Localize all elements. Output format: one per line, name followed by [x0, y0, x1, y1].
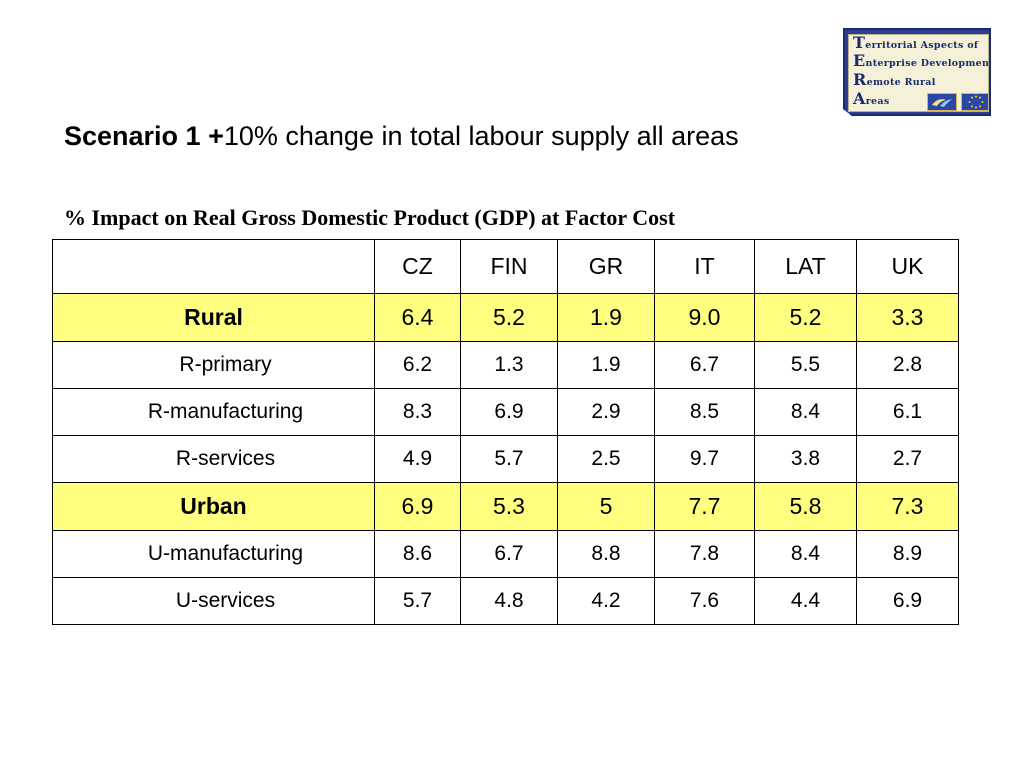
table-cell: 5.7: [374, 577, 461, 625]
table-row-u-manufacturing: U-manufacturing 8.6 6.7 8.8 7.8 8.4 8.9: [52, 530, 959, 578]
table-cell: 3.3: [856, 293, 959, 342]
table-cell: 5.3: [460, 482, 558, 531]
table-cell: 2.8: [856, 341, 959, 389]
table-cell: 7.7: [654, 482, 755, 531]
table-cell: 5.2: [754, 293, 857, 342]
table-cell: 6.9: [374, 482, 461, 531]
logo-line-2: Enterprise Development in: [853, 51, 989, 70]
table-cell: 1.9: [557, 341, 655, 389]
table-cell: 6.1: [856, 388, 959, 436]
logo-panel: Territorial Aspects of Enterprise Develo…: [848, 34, 989, 112]
table-row-r-primary: R-primary 6.2 1.3 1.9 6.7 5.5 2.8: [52, 341, 959, 389]
table-cell: 8.3: [374, 388, 461, 436]
table-cell: 4.8: [460, 577, 558, 625]
table-cell: 5.7: [460, 435, 558, 483]
table-caption: % Impact on Real Gross Domestic Product …: [64, 205, 676, 230]
table-cell: 4.9: [374, 435, 461, 483]
title-bold: Scenario 1 +: [64, 121, 224, 151]
table-cell: 3.8: [754, 435, 857, 483]
column-header: UK: [856, 239, 959, 294]
table-row-r-manufacturing: R-manufacturing 8.3 6.9 2.9 8.5 8.4 6.1: [52, 388, 959, 436]
row-label: R-primary: [52, 341, 375, 389]
corner-cell: [52, 239, 375, 294]
table-cell: 5.5: [754, 341, 857, 389]
table-row-u-services: U-services 5.7 4.8 4.2 7.6 4.4 6.9: [52, 577, 959, 625]
table-row-rural: Rural 6.4 5.2 1.9 9.0 5.2 3.3: [52, 293, 959, 342]
table-cell: 6.7: [654, 341, 755, 389]
table-cell: 4.2: [557, 577, 655, 625]
title-rest: 10% change in total labour supply all ar…: [223, 121, 739, 151]
logo-line-1: Territorial Aspects of: [853, 34, 979, 52]
table-cell: 5.2: [460, 293, 558, 342]
table-cell: 8.5: [654, 388, 755, 436]
table-cell: 4.4: [754, 577, 857, 625]
table-cell: 2.9: [557, 388, 655, 436]
table-cell: 8.4: [754, 388, 857, 436]
row-label: U-manufacturing: [52, 530, 375, 578]
table-row-urban: Urban 6.9 5.3 5 7.7 5.8 7.3: [52, 482, 959, 531]
table-cell: 2.5: [557, 435, 655, 483]
table-cell: 8.6: [374, 530, 461, 578]
table-cell: 6.9: [460, 388, 558, 436]
column-header: CZ: [374, 239, 461, 294]
table-cell: 8.9: [856, 530, 959, 578]
table-header-row: CZ FIN GR IT LAT UK: [52, 239, 959, 294]
row-label: Rural: [52, 293, 375, 342]
table-cell: 8.4: [754, 530, 857, 578]
table-cell: 1.3: [460, 341, 558, 389]
table-cell: 8.8: [557, 530, 655, 578]
programme-emblem-icon: [927, 93, 957, 111]
column-header: GR: [557, 239, 655, 294]
logo-line-3: Remote Rural: [853, 70, 936, 89]
table-cell: 7.6: [654, 577, 755, 625]
column-header: IT: [654, 239, 755, 294]
table-cell: 6.7: [460, 530, 558, 578]
row-label: Urban: [52, 482, 375, 531]
table-cell: 6.4: [374, 293, 461, 342]
table-cell: 6.9: [856, 577, 959, 625]
table-cell: 6.2: [374, 341, 461, 389]
row-label: R-services: [52, 435, 375, 483]
table-cell: 5.8: [754, 482, 857, 531]
table-cell: 7.8: [654, 530, 755, 578]
table-cell: 9.0: [654, 293, 755, 342]
table-cell: 2.7: [856, 435, 959, 483]
tera-logo: Territorial Aspects of Enterprise Develo…: [843, 28, 991, 116]
table-cell: 7.3: [856, 482, 959, 531]
column-header: FIN: [460, 239, 558, 294]
table-cell: 9.7: [654, 435, 755, 483]
row-label: U-services: [52, 577, 375, 625]
row-label: R-manufacturing: [52, 388, 375, 436]
slide-title: Scenario 1 +10% change in total labour s…: [64, 118, 739, 154]
table-cell: 5: [557, 482, 655, 531]
table-row-r-services: R-services 4.9 5.7 2.5 9.7 3.8 2.7: [52, 435, 959, 483]
eu-flag-icon: [961, 93, 988, 111]
table-cell: 1.9: [557, 293, 655, 342]
column-header: LAT: [754, 239, 857, 294]
logo-line-4: Areas: [853, 89, 890, 108]
gdp-impact-table: CZ FIN GR IT LAT UK Rural 6.4 5.2 1.9 9.…: [52, 239, 959, 625]
